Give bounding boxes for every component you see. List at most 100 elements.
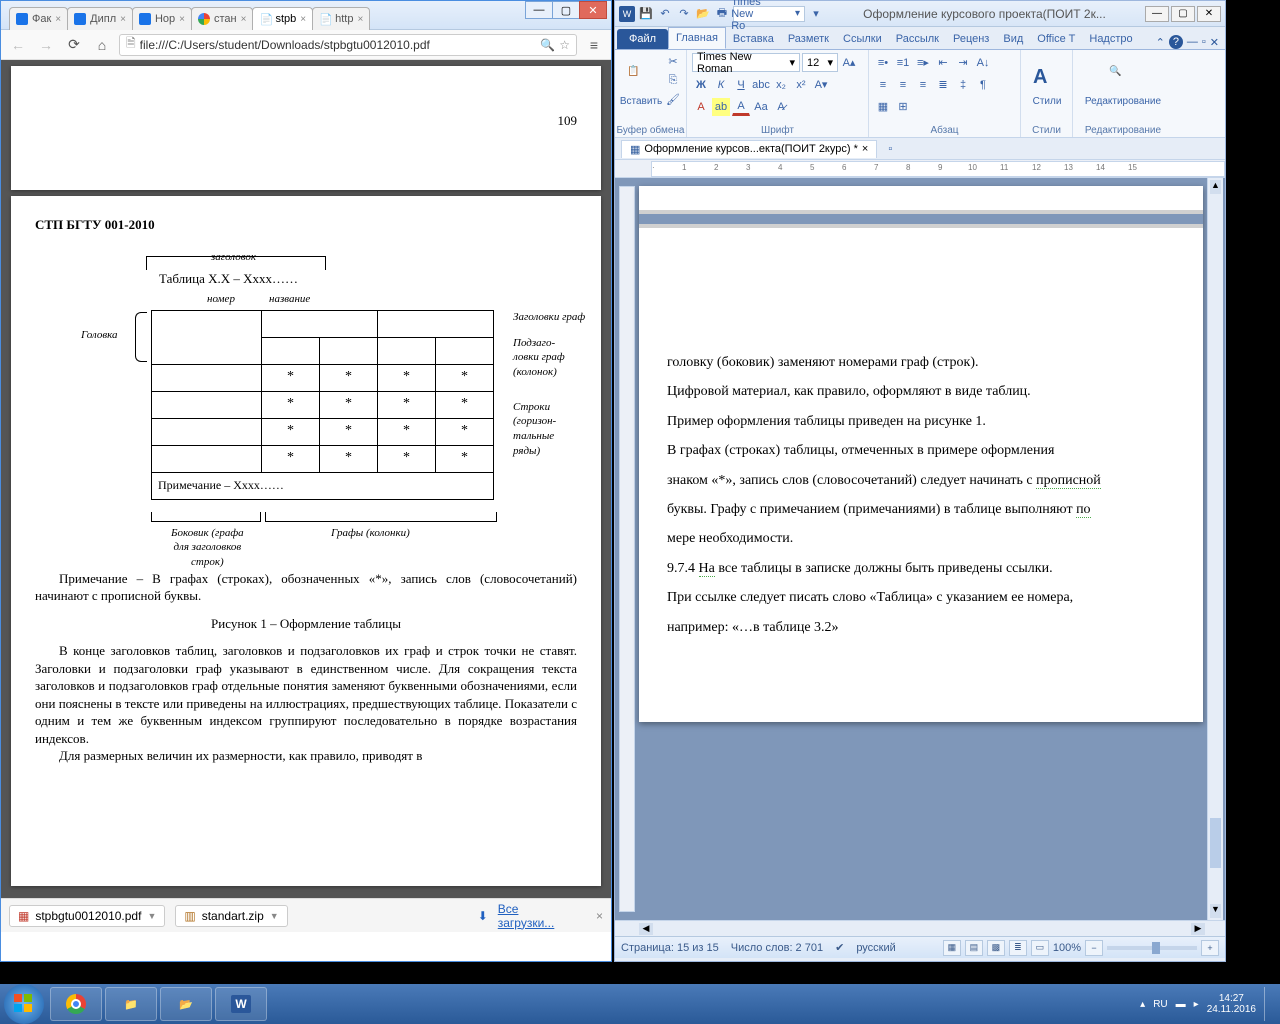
close-icon[interactable]: × xyxy=(357,14,363,25)
superscript-button[interactable]: x² xyxy=(792,76,810,94)
minimize-button[interactable]: — xyxy=(525,1,553,19)
taskbar-chrome[interactable] xyxy=(50,987,102,1021)
highlight-icon[interactable]: ab xyxy=(712,98,730,116)
word-workspace[interactable]: головку (боковик) заменяют номерами граф… xyxy=(615,178,1225,920)
file-tab[interactable]: Файл xyxy=(617,29,668,49)
subscript-button[interactable]: x₂ xyxy=(772,76,790,94)
close-icon[interactable]: × xyxy=(179,14,185,25)
forward-button[interactable]: → xyxy=(35,34,57,56)
view-print-icon[interactable]: ▦ xyxy=(943,940,961,956)
tray-expand-icon[interactable]: ▴ xyxy=(1140,999,1145,1010)
scroll-up-icon[interactable]: ▲ xyxy=(1210,180,1221,194)
indent-inc-icon[interactable]: ⇥ xyxy=(954,54,972,72)
font-size-combo[interactable]: 12▾ xyxy=(802,53,838,72)
styles-button[interactable]: A Стили xyxy=(1026,52,1068,120)
ribbon-tab[interactable]: Рассылк xyxy=(889,29,946,49)
view-web-icon[interactable]: ▩ xyxy=(987,940,1005,956)
bold-button[interactable]: Ж xyxy=(692,76,710,94)
format-painter-icon[interactable]: 🖌 xyxy=(664,90,682,108)
omnibox[interactable]: 🗎 file:///C:/Users/student/Downloads/stp… xyxy=(119,34,577,56)
slider-thumb[interactable] xyxy=(1152,942,1160,954)
grow-font-icon[interactable]: A▴ xyxy=(840,54,858,72)
numbering-icon[interactable]: ≡1 xyxy=(894,54,912,72)
editing-button[interactable]: 🔍 Редактирование xyxy=(1078,52,1168,120)
close-button[interactable]: ✕ xyxy=(1197,6,1221,22)
close-icon[interactable]: × xyxy=(120,14,126,25)
ribbon-tab[interactable]: Office T xyxy=(1030,29,1082,49)
mdi-close-icon[interactable]: ✕ xyxy=(1210,36,1219,49)
ribbon-tab[interactable]: Вид xyxy=(996,29,1030,49)
zoom-icon[interactable]: 🔍 xyxy=(540,38,555,52)
save-icon[interactable]: 💾 xyxy=(638,6,654,22)
change-case-icon[interactable]: Aa xyxy=(752,98,770,116)
chrome-tab[interactable]: Дипл× xyxy=(67,7,133,30)
tray-flag-icon[interactable]: ▬ xyxy=(1176,999,1186,1010)
clear-format-icon[interactable]: A̷ xyxy=(772,98,790,116)
strike-button[interactable]: abc xyxy=(752,76,770,94)
paste-button[interactable]: 📋 Вставить xyxy=(620,52,662,120)
ribbon-tab[interactable]: Ссылки xyxy=(836,29,889,49)
font-name-combo[interactable]: Times New Roman▾ xyxy=(692,53,800,72)
justify-icon[interactable]: ≣ xyxy=(934,76,952,94)
multilevel-icon[interactable]: ≡▸ xyxy=(914,54,932,72)
taskbar-app[interactable]: 📂 xyxy=(160,987,212,1021)
shading-icon[interactable]: ▦ xyxy=(874,98,892,116)
cut-icon[interactable]: ✂ xyxy=(664,52,682,70)
new-tab-icon[interactable]: ▫ xyxy=(881,140,899,158)
undo-icon[interactable]: ↶ xyxy=(657,6,673,22)
open-icon[interactable]: 📂 xyxy=(695,6,711,22)
ribbon-tab[interactable]: Надстро xyxy=(1082,29,1139,49)
star-icon[interactable]: ☆ xyxy=(559,38,570,52)
zoom-level[interactable]: 100% xyxy=(1053,942,1081,954)
copy-icon[interactable]: ⎘ xyxy=(664,71,682,89)
sort-icon[interactable]: A↓ xyxy=(974,54,992,72)
font-color-icon[interactable]: A xyxy=(732,98,750,116)
zoom-in-button[interactable]: + xyxy=(1201,940,1219,956)
underline-button[interactable]: Ч xyxy=(732,76,750,94)
qat-font-combo[interactable]: Times New Ro▾ xyxy=(733,6,805,22)
start-button[interactable] xyxy=(4,984,44,1024)
close-icon[interactable]: × xyxy=(862,143,868,155)
view-outline-icon[interactable]: ≣ xyxy=(1009,940,1027,956)
tray-lang[interactable]: RU xyxy=(1153,999,1167,1010)
tray-clock[interactable]: 14:27 24.11.2016 xyxy=(1207,993,1256,1015)
close-icon[interactable]: × xyxy=(300,14,306,25)
chevron-down-icon[interactable]: ▼ xyxy=(147,911,156,921)
borders-icon[interactable]: ⊞ xyxy=(894,98,912,116)
ribbon-tab[interactable]: Разметк xyxy=(781,29,836,49)
document-tab[interactable]: ▦ Оформление курсов...екта(ПОИТ 2курс) *… xyxy=(621,140,877,158)
close-icon[interactable]: × xyxy=(55,14,61,25)
all-downloads-link[interactable]: Все загрузки... xyxy=(498,902,578,930)
home-button[interactable]: ⌂ xyxy=(91,34,113,56)
mdi-minimize-icon[interactable]: — xyxy=(1187,36,1198,48)
ribbon-tab-home[interactable]: Главная xyxy=(668,27,726,49)
print-icon[interactable]: 🖶 xyxy=(714,6,730,22)
close-button[interactable]: ✕ xyxy=(579,1,607,19)
horizontal-scrollbar[interactable]: ◀ ▶ xyxy=(615,920,1225,936)
shrink-font-icon[interactable]: A▾ xyxy=(812,76,830,94)
chrome-tab[interactable]: Нор× xyxy=(132,7,192,30)
close-icon[interactable]: × xyxy=(241,14,247,25)
ribbon-tab[interactable]: Реценз xyxy=(946,29,996,49)
minimize-ribbon-icon[interactable]: ⌃ xyxy=(1156,36,1165,49)
maximize-button[interactable]: ▢ xyxy=(1171,6,1195,22)
vertical-ruler[interactable] xyxy=(619,186,635,912)
taskbar-word[interactable]: W xyxy=(215,987,267,1021)
tray-action-icon[interactable]: ▸ xyxy=(1194,999,1199,1010)
reload-button[interactable]: ⟳ xyxy=(63,34,85,56)
chevron-down-icon[interactable]: ▼ xyxy=(270,911,279,921)
view-draft-icon[interactable]: ▭ xyxy=(1031,940,1049,956)
back-button[interactable]: ← xyxy=(7,34,29,56)
text-effects-icon[interactable]: A xyxy=(692,98,710,116)
show-desktop-button[interactable] xyxy=(1264,987,1272,1021)
vertical-scrollbar[interactable]: ▲ ▼ xyxy=(1207,178,1223,920)
document-page[interactable]: головку (боковик) заменяют номерами граф… xyxy=(639,186,1203,722)
pdf-viewport[interactable]: 109 СТП БГТУ 001-2010 заголовок Таблица … xyxy=(1,60,611,898)
minimize-button[interactable]: — xyxy=(1145,6,1169,22)
maximize-button[interactable]: ▢ xyxy=(552,1,580,19)
horizontal-ruler[interactable]: ·123456789101112131415 xyxy=(615,160,1225,178)
chrome-tab[interactable]: 📄http× xyxy=(312,7,370,30)
download-item[interactable]: ▥ standart.zip ▼ xyxy=(175,905,287,927)
align-right-icon[interactable]: ≡ xyxy=(914,76,932,94)
download-item[interactable]: ▦ stpbgtu0012010.pdf ▼ xyxy=(9,905,165,927)
